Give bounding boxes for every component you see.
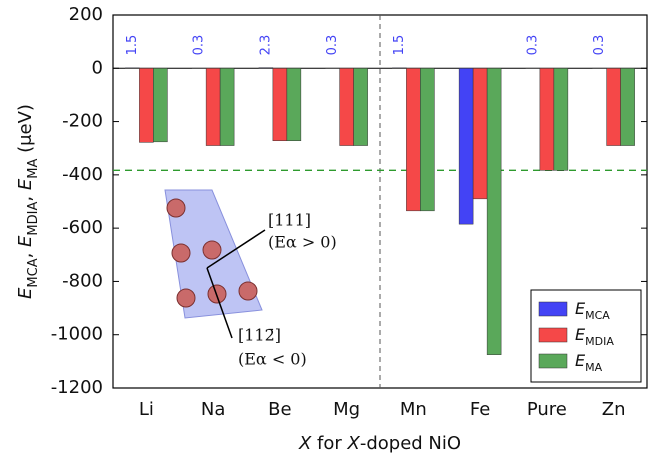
y-tick-label: -800 — [62, 270, 103, 291]
x-tick-label: Be — [268, 399, 291, 420]
x-tick-label: Mn — [400, 399, 427, 420]
y-tick-label: -1000 — [51, 324, 103, 345]
y-label-part: MA — [26, 159, 41, 179]
legend-swatch — [538, 327, 568, 343]
legend-swatch — [538, 301, 568, 317]
y-tick-label: -1200 — [51, 377, 103, 398]
value-label: 2.3 — [258, 35, 273, 56]
bar — [486, 68, 502, 355]
x-tick-label: Li — [139, 399, 154, 420]
bar — [272, 68, 288, 142]
value-label: 0.3 — [325, 35, 340, 56]
bar — [205, 68, 221, 146]
y-tick-label: -200 — [62, 111, 103, 132]
legend-label: EMDIA — [575, 325, 614, 348]
bar — [219, 68, 235, 146]
y-tick-label: -400 — [62, 164, 103, 185]
y-label-part: , — [15, 190, 36, 201]
bar — [420, 68, 435, 212]
y-label-part: (μeV) — [15, 104, 36, 159]
y-tick-label: 0 — [92, 57, 103, 78]
x-tick-label: Pure — [527, 399, 567, 420]
x-label-part: X — [346, 433, 360, 454]
inset-crystal: [111] (Eα > 0) [112̄] (Eα < 0) — [164, 189, 337, 369]
legend-name: MCA — [585, 309, 610, 322]
value-label: 0.3 — [592, 35, 607, 56]
bar — [539, 68, 555, 171]
legend-symbol: E — [575, 351, 586, 370]
legend-label: EMCA — [575, 299, 610, 322]
y-label-part: , — [15, 247, 36, 258]
legend-name: MDIA — [585, 335, 614, 348]
annotation: [112̄] — [238, 326, 281, 345]
x-label-part: X — [298, 433, 312, 454]
annotation: [111] — [268, 211, 311, 230]
x-label-part: -doped NiO — [360, 433, 461, 454]
y-label-part: E — [15, 287, 36, 299]
value-label: 0.3 — [525, 35, 540, 56]
value-label: 0.3 — [192, 35, 207, 56]
y-tick-label: 200 — [69, 4, 103, 25]
bar — [553, 68, 569, 171]
bar — [339, 68, 354, 146]
bar — [153, 68, 168, 143]
y-label-part: MDIA — [26, 202, 41, 236]
x-tick-label: Na — [201, 399, 226, 420]
bar — [620, 68, 635, 146]
legend-symbol: E — [575, 325, 586, 344]
x-tick-label: Fe — [470, 399, 490, 420]
x-axis-label: X for X-doped NiO — [298, 433, 461, 454]
y-label-part: MCA — [26, 258, 41, 287]
bar — [258, 67, 274, 69]
y-axis-label: EMCA, EMDIA, EMA (μeV) — [15, 104, 41, 299]
bar — [458, 68, 474, 225]
bar — [139, 68, 154, 143]
annotation: (Eα < 0) — [238, 350, 307, 369]
annotation: (Eα > 0) — [268, 233, 337, 252]
y-label-part: E — [15, 235, 36, 247]
y-tick-label: -600 — [62, 217, 103, 238]
x-tick-label: Zn — [602, 399, 626, 420]
bar — [286, 68, 302, 142]
legend-name: MA — [585, 361, 602, 374]
bar — [353, 68, 368, 146]
legend-symbol: E — [575, 299, 586, 318]
bar — [606, 68, 621, 146]
x-label-part: for — [311, 433, 347, 454]
y-label-part: E — [15, 178, 36, 190]
bar — [472, 68, 488, 200]
bar — [406, 68, 421, 212]
value-label: 1.5 — [125, 35, 140, 56]
legend-swatch — [538, 353, 568, 369]
x-tick-label: Mg — [333, 399, 360, 420]
legend-label: EMA — [575, 351, 603, 374]
value-label: 1.5 — [392, 35, 407, 56]
